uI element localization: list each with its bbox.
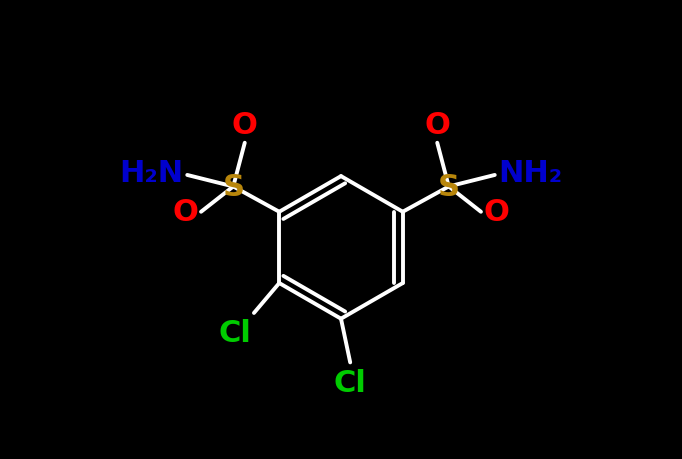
Text: O: O [484,198,509,227]
Text: O: O [173,198,198,227]
Text: Cl: Cl [333,368,367,397]
Text: Cl: Cl [219,319,252,348]
Text: O: O [424,111,450,140]
Text: S: S [438,173,460,202]
Text: O: O [232,111,258,140]
Text: H₂N: H₂N [119,159,183,188]
Text: NH₂: NH₂ [499,159,563,188]
Text: S: S [222,173,244,202]
